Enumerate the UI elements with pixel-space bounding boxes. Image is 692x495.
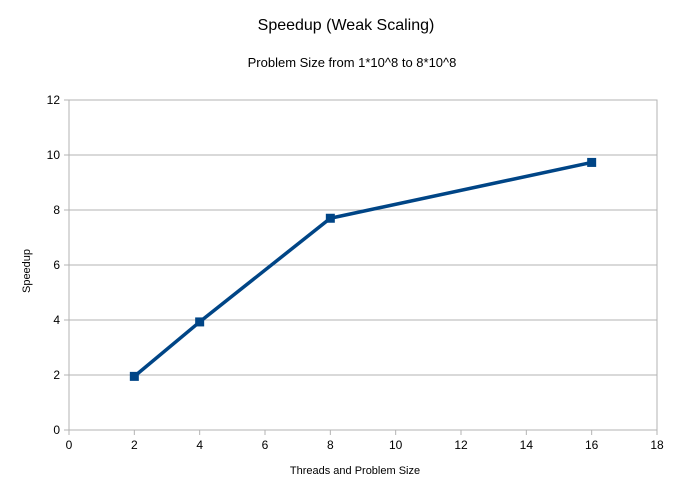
x-tick-label: 2 [131, 438, 138, 452]
y-tick-label: 12 [47, 93, 61, 107]
x-tick-label: 18 [650, 438, 664, 452]
y-tick-label: 2 [53, 368, 60, 382]
data-point [325, 213, 335, 223]
x-tick-label: 12 [454, 438, 468, 452]
x-axis-ticks: 0 2 4 6 8 10 12 14 16 18 [66, 430, 664, 452]
x-tick-label: 16 [585, 438, 599, 452]
chart-subtitle: Problem Size from 1*10^8 to 8*10^8 [248, 55, 457, 70]
y-tick-label: 6 [53, 258, 60, 272]
x-tick-label: 0 [66, 438, 73, 452]
x-tick-label: 10 [389, 438, 403, 452]
x-tick-label: 4 [196, 438, 203, 452]
chart-title: Speedup (Weak Scaling) [258, 17, 435, 34]
x-tick-label: 8 [327, 438, 334, 452]
series [129, 157, 597, 381]
x-axis-label: Threads and Problem Size [290, 465, 420, 477]
y-axis-label: Speedup [21, 249, 33, 293]
data-point [587, 157, 597, 167]
y-tick-label: 4 [53, 313, 60, 327]
x-tick-label: 14 [520, 438, 534, 452]
x-tick-label: 6 [262, 438, 269, 452]
data-point [129, 371, 139, 381]
data-point [195, 317, 205, 327]
y-axis-ticks: 0 2 4 6 8 10 12 [47, 93, 69, 437]
y-tick-label: 0 [53, 423, 60, 437]
y-tick-label: 8 [53, 203, 60, 217]
series-line [133, 160, 593, 378]
grid [69, 99, 657, 431]
y-tick-label: 10 [47, 148, 61, 162]
